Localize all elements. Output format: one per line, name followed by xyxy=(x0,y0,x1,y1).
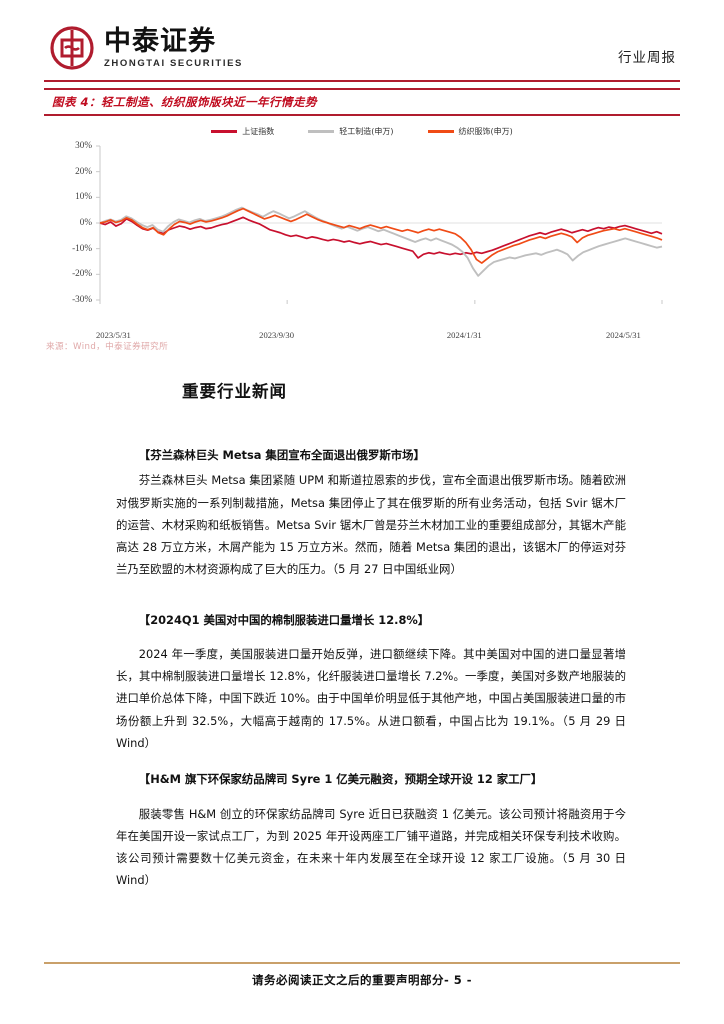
footer-disclaimer: 请务必阅读正文之后的重要声明部分 xyxy=(251,973,444,987)
legend-item-0: 上证指数 xyxy=(211,126,274,137)
figure-4-chart: 上证指数 轻工制造(申万) 纺织服饰(申万) 30% 20% 10% 0% -10% -20%… xyxy=(44,120,680,340)
legend-swatch-icon xyxy=(211,130,238,133)
y-axis-tick-label: -30% xyxy=(72,294,92,304)
chart-plot-area: 30% 20% 10% 0% -10% -20% -30% 2023/5/31 2023/9/3… xyxy=(44,140,680,340)
news-paragraph: 服装零售 H&M 创立的环保家纺品牌司 Syre 近日已获融资 1 亿美元。该公… xyxy=(116,806,626,888)
y-axis-tick-label: -10% xyxy=(72,242,92,253)
legend-swatch-icon xyxy=(427,130,454,133)
page-footer: 请务必阅读正文之后的重要声明部分- 5 - xyxy=(0,972,724,988)
chart-legend: 上证指数 轻工制造(申万) 纺织服饰(申万) xyxy=(44,126,680,137)
company-logo: 中泰证券 ZHONGTAI SECURITIES xyxy=(50,26,243,70)
x-axis-tick-label: 2023/9/30 xyxy=(259,330,294,340)
y-axis-tick-label: -20% xyxy=(72,268,92,279)
legend-swatch-icon xyxy=(308,130,335,133)
y-axis-tick-label: 0% xyxy=(79,217,92,227)
news-content: 【芬兰森林巨头 Metsa 集团宣布全面退出俄罗斯市场】 芬兰森林巨头 Mets… xyxy=(116,430,626,891)
y-axis-tick-label: 10% xyxy=(75,191,92,202)
legend-item-1: 轻工制造(申万) xyxy=(308,126,394,137)
series-line-2 xyxy=(99,207,663,264)
news-headline: 【芬兰森林巨头 Metsa 集团宣布全面退出俄罗斯市场】 xyxy=(138,448,425,462)
legend-label: 上证指数 xyxy=(242,127,275,136)
figure-title-block: 图表 4：轻工制造、纺织服饰版块近一年行情走势 xyxy=(44,88,680,116)
page-header: 中泰证券 ZHONGTAI SECURITIES 行业周报 xyxy=(0,0,724,86)
figure-rule-top xyxy=(44,88,680,90)
news-paragraph: 芬兰森林巨头 Metsa 集团紧随 UPM 和斯道拉恩索的步伐，宣布全面退出俄罗… xyxy=(116,473,626,577)
legend-item-2: 纺织服饰(申万) xyxy=(427,126,513,137)
logo-english-name: ZHONGTAI SECURITIES xyxy=(104,57,243,69)
news-headline: 【2024Q1 美国对中国的棉制服装进口量增长 12.8%】 xyxy=(138,612,430,627)
x-axis-tick-label: 2024/1/31 xyxy=(446,330,482,340)
footer-divider xyxy=(44,962,680,964)
figure-caption: 图表 4：轻工制造、纺织服饰版块近一年行情走势 xyxy=(52,95,318,109)
series-line-1 xyxy=(99,206,663,277)
y-axis-tick-label: 30% xyxy=(75,140,92,150)
header-divider xyxy=(44,80,680,82)
figure-source: 来源：Wind，中泰证券研究所 xyxy=(46,342,169,352)
legend-label: 轻工制造(申万) xyxy=(339,127,394,136)
section-heading: 重要行业新闻 xyxy=(182,382,287,401)
series-line-0 xyxy=(99,216,663,259)
y-axis-tick-label: 20% xyxy=(75,165,92,176)
page-number: - 5 - xyxy=(443,973,473,987)
chart-svg xyxy=(96,145,663,304)
x-axis-tick-label: 2024/5/31 xyxy=(606,330,641,340)
news-headline: 【H&M 旗下环保家纺品牌司 Syre 1 亿美元融资，预期全球开设 12 家工… xyxy=(138,772,543,787)
document-type-label: 行业周报 xyxy=(618,50,676,66)
figure-rule-bottom xyxy=(44,114,680,116)
legend-label: 纺织服饰(申万) xyxy=(458,127,513,136)
x-axis-tick-label: 2023/5/31 xyxy=(96,330,131,340)
logo-chinese-name: 中泰证券 xyxy=(104,25,216,57)
zhongtai-logo-icon xyxy=(50,26,94,70)
news-paragraph: 2024 年一季度，美国服装进口量开始反弹，进口额继续下降。其中美国对中国的进口… xyxy=(116,646,626,750)
